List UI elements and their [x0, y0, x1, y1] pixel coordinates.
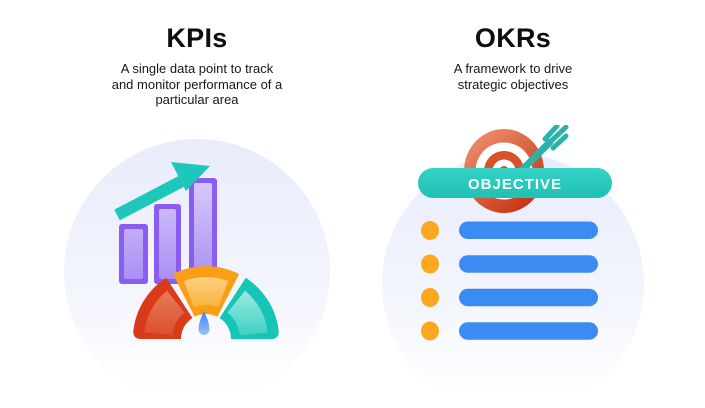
okr-circle-background: [382, 153, 644, 408]
gauge-icon: [133, 266, 279, 339]
okr-title: OKRs: [474, 23, 552, 53]
key-result-row: [421, 221, 598, 240]
key-result-row: [421, 254, 598, 274]
bullet-dot-icon: [421, 221, 439, 240]
bullet-dot-icon: [421, 288, 439, 307]
key-result-row: [421, 288, 598, 307]
kpi-title: KPIs: [166, 23, 228, 53]
objective-label: OBJECTIVE: [468, 176, 562, 193]
okr-illustration: OBJECTIVE: [382, 125, 644, 408]
bar-chart-icon: [119, 178, 217, 284]
key-result-bar: [459, 221, 598, 239]
okr-panel-header: OKRs A framework to drive strategic obje…: [333, 22, 693, 92]
key-result-bar: [459, 322, 598, 340]
key-result-bar: [459, 255, 598, 273]
kpi-description: A single data point to track and monitor…: [111, 61, 283, 107]
key-result-row: [421, 321, 598, 341]
key-result-bar: [459, 288, 598, 307]
chart-bar-fill: [159, 209, 176, 279]
bullet-dot-icon: [421, 254, 439, 274]
kpi-panel-header: KPIs A single data point to track and mo…: [17, 22, 377, 108]
bullet-dot-icon: [421, 321, 439, 341]
gauge-needle-icon: [198, 311, 210, 335]
chart-bar-fill: [124, 229, 143, 279]
kpi-illustration: [64, 139, 330, 405]
chart-bar-fill: [194, 183, 212, 279]
okr-description: A framework to drive strategic objective…: [453, 61, 573, 92]
objective-pill: OBJECTIVE: [418, 168, 612, 198]
trend-arrow-icon: [114, 162, 210, 221]
